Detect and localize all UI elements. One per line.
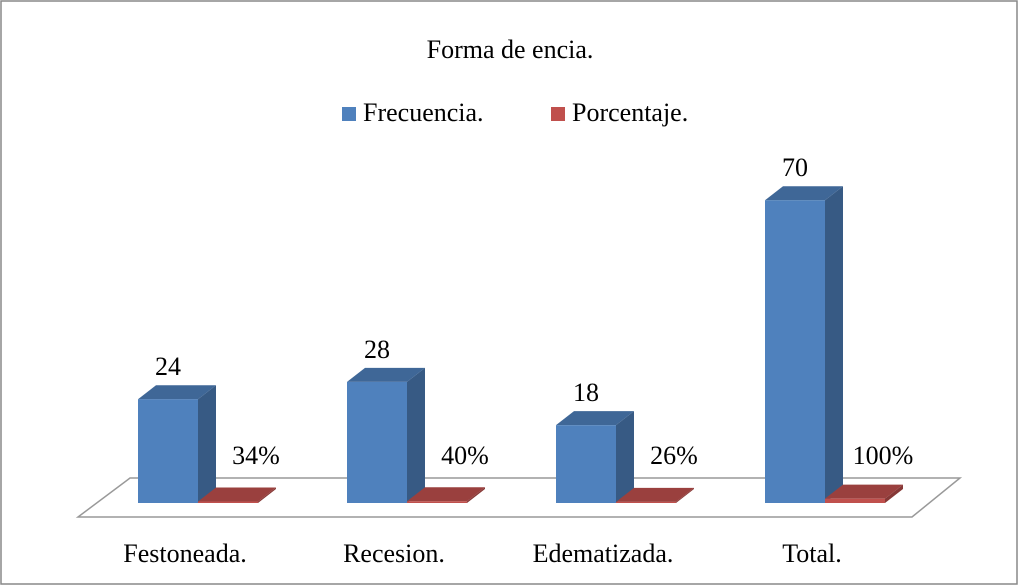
data-label: 100% (853, 441, 914, 470)
chart-title: Forma de encia. (427, 35, 594, 64)
legend-swatch (551, 107, 565, 121)
data-label: 40% (441, 441, 489, 470)
bar (407, 487, 485, 503)
bar-front (198, 501, 258, 503)
x-tick-label: Edematizada. (533, 539, 674, 568)
bar-side (198, 385, 216, 503)
bar-side (467, 487, 485, 503)
bar-top (616, 487, 694, 502)
data-label: 28 (364, 335, 390, 364)
bar-top (556, 411, 634, 426)
bar-front (616, 501, 676, 503)
bar-top (138, 385, 216, 400)
bar-side (885, 484, 903, 503)
bar (825, 484, 903, 503)
x-tick-label: Festoneada. (123, 539, 246, 568)
legend-label: Porcentaje. (572, 98, 688, 127)
legend: Frecuencia. Porcentaje. (342, 98, 688, 127)
bar-top (198, 487, 276, 502)
bar-top (347, 367, 425, 382)
x-tick-label: Recesion. (343, 539, 445, 568)
bar (616, 487, 694, 503)
bar-top (825, 484, 903, 499)
bar-top (765, 186, 843, 201)
bar-side (258, 487, 276, 503)
bar (198, 487, 276, 503)
bar (138, 385, 216, 503)
data-label: 34% (232, 441, 280, 470)
bar-side (676, 487, 694, 503)
legend-swatch (342, 107, 356, 121)
bar (556, 411, 634, 503)
bar-front (765, 200, 825, 503)
legend-label: Frecuencia. (363, 98, 484, 127)
bar-top (407, 487, 485, 502)
bar (765, 186, 843, 503)
data-label: 24 (155, 352, 181, 381)
bar-side (616, 411, 634, 503)
bar-front (138, 399, 198, 503)
data-label: 70 (782, 153, 808, 182)
floor (75, 477, 963, 518)
bar-front (407, 501, 467, 503)
data-label: 18 (573, 378, 599, 407)
bar-side (407, 367, 425, 503)
bar-front (347, 381, 407, 503)
bar-front (556, 425, 616, 503)
bar-side (825, 186, 843, 503)
bar (347, 367, 425, 503)
x-tick-label: Total. (782, 539, 842, 568)
data-label: 26% (650, 441, 698, 470)
bar-front (825, 498, 885, 503)
